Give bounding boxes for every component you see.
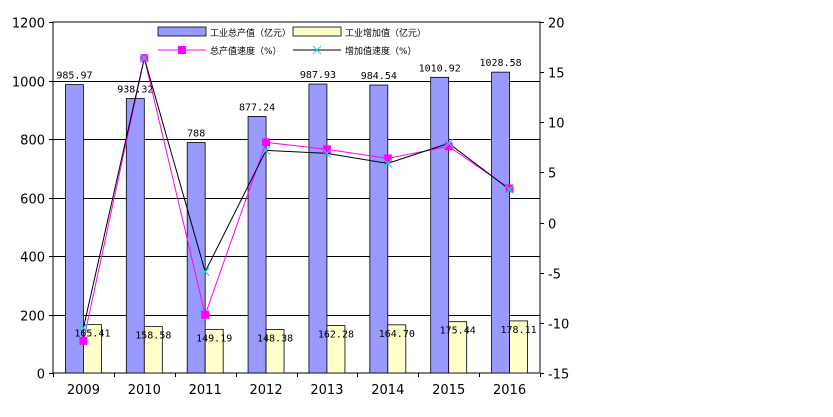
data-label-value-added: 162.28 — [318, 330, 354, 341]
x-tick-label: 2013 — [310, 383, 343, 398]
y-right-tick-label: 20 — [548, 17, 565, 32]
bar-value-added — [265, 329, 285, 374]
bar-total-output — [491, 71, 510, 374]
data-label-value-added: 178.11 — [501, 325, 537, 336]
y-left-tick-label: 0 — [37, 368, 45, 383]
x-tick-label: 2014 — [371, 383, 404, 398]
marker-value-added-speed — [383, 158, 393, 168]
bar-total-output — [308, 83, 328, 374]
data-label-total-output: 1028.58 — [479, 58, 521, 69]
legend-swatch — [157, 26, 207, 37]
speed-lines — [79, 53, 514, 345]
marker-output-speed — [322, 145, 331, 154]
bar-total-output — [430, 76, 450, 374]
legend-label: 工业增加值（亿元） — [345, 27, 426, 39]
marker-value-added-speed — [505, 185, 514, 194]
x-tick-label: 2015 — [432, 383, 465, 398]
marker-output-speed — [262, 138, 271, 147]
data-label-value-added: 164.70 — [379, 329, 415, 340]
data-label-total-output: 877.24 — [239, 102, 275, 113]
y-right-tick-label: 0 — [548, 218, 556, 233]
bar-value-added — [83, 324, 102, 374]
axes: 0 200 400 600 800 1000 1200 -15 -10 -5 0 5 10 15 20 200… — [12, 17, 569, 399]
bar-total-output — [369, 84, 389, 374]
bar-value-added — [387, 324, 407, 374]
data-label-value-added: 149.19 — [196, 333, 232, 344]
data-label-total-output: 788 — [187, 129, 205, 140]
data-label-total-output: 938.32 — [117, 85, 153, 96]
x-tick-label: 2016 — [493, 383, 526, 398]
data-label-value-added: 148.38 — [257, 334, 293, 345]
line-output-speed — [82, 57, 510, 342]
bars — [65, 71, 528, 374]
y-left-tick-label: 800 — [20, 134, 45, 149]
y-left-tick-label: 600 — [20, 193, 45, 208]
bar-total-output — [65, 84, 84, 374]
y-right-tick-label: 5 — [548, 167, 556, 182]
legend-label: 增加值速度（%） — [345, 45, 417, 57]
data-label-total-output: 984.54 — [361, 71, 397, 82]
marker-output-speed — [79, 336, 88, 345]
marker-output-speed — [201, 310, 210, 319]
legend-label: 工业总产值（亿元） — [210, 27, 291, 39]
line-value-added-speed — [82, 57, 510, 328]
x-tick-label: 2010 — [128, 383, 161, 398]
marker-value-added-speed — [322, 148, 332, 158]
y-right-tick-label: -10 — [548, 318, 569, 333]
marker-output-speed — [383, 154, 392, 163]
y-left-tick-label: 200 — [20, 310, 45, 325]
marker-value-added-speed — [200, 267, 210, 277]
legend-label: 总产值速度（%） — [210, 45, 282, 57]
bar-value-added — [448, 321, 468, 374]
marker-value-added-speed — [261, 145, 271, 155]
marker-value-added-speed — [79, 323, 88, 333]
marker-value-added-speed — [139, 53, 149, 63]
legend-marker — [178, 46, 186, 54]
bar-total-output — [186, 142, 206, 374]
y-right-tick-label: -15 — [548, 368, 569, 383]
y-right-tick-label: -5 — [548, 268, 561, 283]
legend: 工业总产值（亿元） 工业增加值（亿元） 总产值速度（%） 增加值速度（%） — [157, 26, 426, 57]
data-label-total-output: 1010.92 — [419, 63, 461, 74]
y-right-tick-label: 15 — [548, 67, 565, 82]
data-label-total-output: 985.97 — [56, 71, 92, 82]
bar-value-added — [509, 320, 528, 374]
plot-area-border — [52, 21, 541, 374]
legend-swatch — [292, 26, 342, 37]
marker-output-speed — [444, 142, 453, 151]
y-left-tick-label: 400 — [20, 251, 45, 266]
x-tick-label: 2012 — [250, 383, 283, 398]
x-tick-label: 2009 — [67, 383, 100, 398]
data-label-value-added: 175.44 — [440, 326, 476, 337]
data-label-value-added: 165.41 — [74, 329, 110, 340]
y-right-tick-label: 10 — [548, 117, 565, 132]
legend-marker — [312, 45, 322, 55]
data-label-value-added: 158.58 — [135, 331, 171, 342]
bar-value-added — [143, 326, 163, 374]
data-labels: 985.97 938.32 788 877.24 987.93 984.54 1010.92… — [56, 58, 536, 344]
marker-output-speed — [505, 184, 514, 193]
y-left-tick-label: 1200 — [12, 17, 45, 32]
data-label-total-output: 987.93 — [300, 70, 336, 81]
bar-value-added — [204, 328, 224, 374]
marker-value-added-speed — [444, 138, 454, 148]
y-left-tick-label: 1000 — [12, 76, 45, 91]
bar-value-added — [326, 325, 346, 374]
x-tick-label: 2011 — [189, 383, 222, 398]
